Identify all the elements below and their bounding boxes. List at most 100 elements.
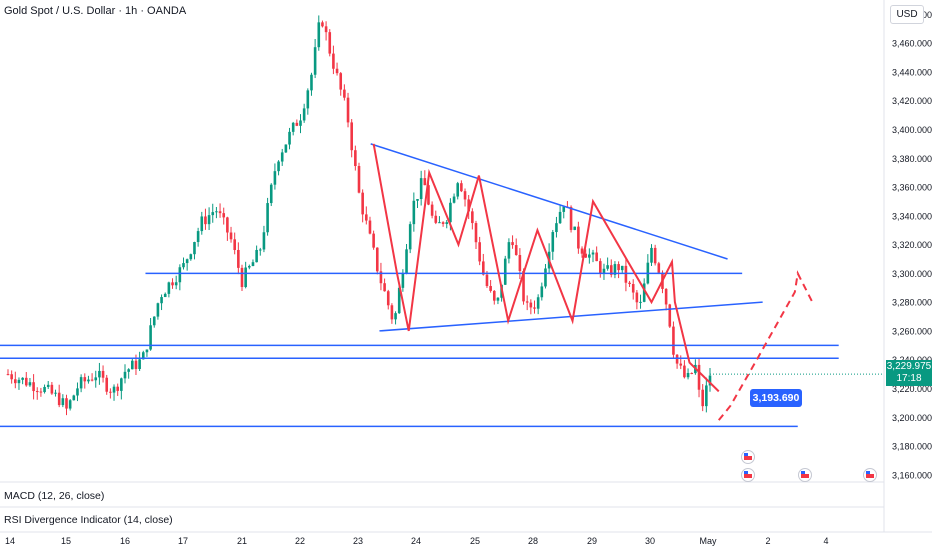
candle-body <box>50 384 54 394</box>
candle-body <box>394 313 397 320</box>
y-tick-label: 3,320.000 <box>892 240 932 250</box>
candle-body <box>321 22 324 27</box>
candle-body <box>46 384 50 387</box>
y-tick-label: 3,360.000 <box>892 183 932 193</box>
y-tick-label: 3,160.000 <box>892 470 932 480</box>
macd-label[interactable]: MACD (12, 26, close) <box>4 490 105 502</box>
candle-body <box>390 305 394 320</box>
candle-body <box>211 212 215 216</box>
x-tick-label: May <box>699 536 717 546</box>
candle-body <box>343 89 346 98</box>
candle-body <box>266 203 269 233</box>
x-tick-label: 22 <box>295 536 305 546</box>
candle-body <box>573 226 577 230</box>
candle-body <box>386 291 390 306</box>
candle-body <box>17 379 21 384</box>
candle-body <box>109 391 112 393</box>
candle-body <box>24 377 28 386</box>
candle-body <box>310 74 313 91</box>
candle-body <box>540 286 544 298</box>
candle-body <box>628 282 631 285</box>
candle-body <box>171 282 174 286</box>
candle-body <box>588 254 591 258</box>
candle-body <box>642 283 646 302</box>
candle-body <box>606 265 609 269</box>
candle-body <box>10 374 13 380</box>
x-tick-label: 25 <box>470 536 480 546</box>
y-tick-label: 3,180.000 <box>892 442 932 452</box>
currency-button[interactable]: USD <box>890 5 924 24</box>
candle-body <box>328 32 332 54</box>
candle-body <box>672 326 675 355</box>
candle-body <box>503 258 507 285</box>
candle-body <box>705 385 708 407</box>
candle-body <box>445 222 449 224</box>
candle-body <box>569 206 573 230</box>
candle-body <box>463 191 467 200</box>
candle-body <box>28 382 32 386</box>
candle-body <box>365 214 368 221</box>
candle-body <box>357 166 361 193</box>
candle-body <box>101 370 105 378</box>
x-tick-label: 15 <box>61 536 71 546</box>
candle-body <box>229 232 233 240</box>
candle-body <box>215 211 218 213</box>
candle-body <box>43 386 46 393</box>
candle-body <box>609 265 613 275</box>
candle-body <box>57 392 61 406</box>
candle-body <box>35 391 39 393</box>
candle-body <box>68 400 72 409</box>
candle-body <box>584 253 587 258</box>
flag-stripe <box>744 474 752 478</box>
candles <box>6 15 712 416</box>
candle-body <box>408 224 412 250</box>
x-tick-label: 29 <box>587 536 597 546</box>
candle-body <box>237 249 240 268</box>
bar-countdown: 17:18 <box>896 373 922 384</box>
candle-body <box>657 263 661 273</box>
candle-body <box>39 391 43 393</box>
candle-body <box>131 360 134 370</box>
candle-body <box>613 264 617 275</box>
candle-body <box>562 206 566 212</box>
candle-body <box>346 97 350 123</box>
y-tick-label: 3,380.000 <box>892 154 932 164</box>
candle-body <box>452 196 456 203</box>
candle-body <box>299 120 302 126</box>
candle-body <box>485 274 489 287</box>
candle-body <box>375 247 379 272</box>
candle-body <box>419 178 423 200</box>
candle-body <box>639 301 642 303</box>
candle-body <box>21 377 24 380</box>
candle-body <box>635 292 639 303</box>
rsi-label[interactable]: RSI Divergence Indicator (14, close) <box>4 514 173 526</box>
candle-body <box>368 220 372 234</box>
price-callout: 3,193.690 <box>750 389 802 407</box>
candle-body <box>269 184 273 204</box>
candle-body <box>361 192 364 215</box>
candle-body <box>335 68 339 74</box>
y-tick-label: 3,460.000 <box>892 39 932 49</box>
candle-body <box>423 178 427 186</box>
candle-body <box>54 392 57 394</box>
candle-body <box>182 263 185 268</box>
candle-body <box>138 359 141 369</box>
candle-body <box>167 282 171 294</box>
candle-body <box>149 325 152 350</box>
candle-body <box>591 252 595 255</box>
candle-body <box>434 215 438 223</box>
candle-body <box>32 382 35 392</box>
flag-canton <box>801 471 805 474</box>
candle-body <box>430 204 434 216</box>
candle-body <box>620 265 624 271</box>
candle-body <box>650 247 653 263</box>
x-tick-label: 21 <box>237 536 247 546</box>
candle-body <box>580 248 584 254</box>
candle-body <box>273 171 277 185</box>
candle-body <box>427 185 430 205</box>
candle-body <box>83 377 87 382</box>
candle-body <box>196 231 200 243</box>
candle-body <box>529 302 533 308</box>
candle-body <box>76 388 79 396</box>
